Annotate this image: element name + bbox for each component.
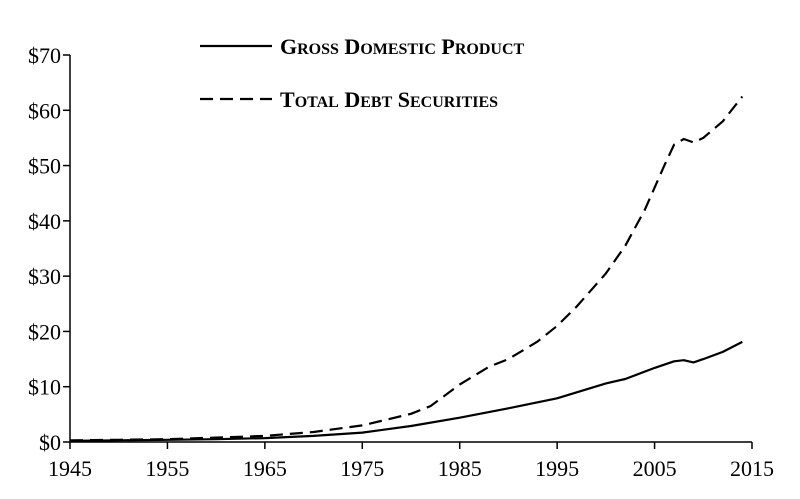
- y-tick-label: $20: [28, 319, 61, 344]
- legend-label-total-debt-securities: TOTAL DEBT SECURITIES: [280, 87, 498, 112]
- x-tick-label: 2005: [633, 456, 677, 481]
- legend: GROSS DOMESTIC PRODUCT TOTAL DEBT SECURIT…: [200, 34, 525, 112]
- x-tick-label: 1945: [48, 456, 92, 481]
- y-tick-label: $0: [39, 430, 61, 455]
- x-tick-label: 1965: [243, 456, 287, 481]
- x-tick-label: 1955: [145, 456, 189, 481]
- y-tick-label: $40: [28, 209, 61, 234]
- y-tick-label: $50: [28, 154, 61, 179]
- x-tick-label: 1995: [535, 456, 579, 481]
- series-line-gross-domestic-product: [69, 340, 743, 442]
- x-tick-label: 1975: [340, 456, 384, 481]
- y-tick-label: $60: [28, 98, 61, 123]
- ticks: $0 $10 $20 $30 $40 $50 $60 $70 1945 1955 1965 1975 1…: [28, 43, 774, 481]
- series-line-total-debt-securities: [69, 95, 744, 442]
- x-tick-label: 2015: [730, 456, 774, 481]
- y-tick-label: $30: [28, 264, 61, 289]
- x-tick-label: 1985: [438, 456, 482, 481]
- y-tick-label: $70: [28, 43, 61, 68]
- series: [69, 95, 744, 442]
- axes: [69, 55, 752, 443]
- legend-label-gross-domestic-product: GROSS DOMESTIC PRODUCT: [280, 34, 525, 59]
- y-tick-label: $10: [28, 375, 61, 400]
